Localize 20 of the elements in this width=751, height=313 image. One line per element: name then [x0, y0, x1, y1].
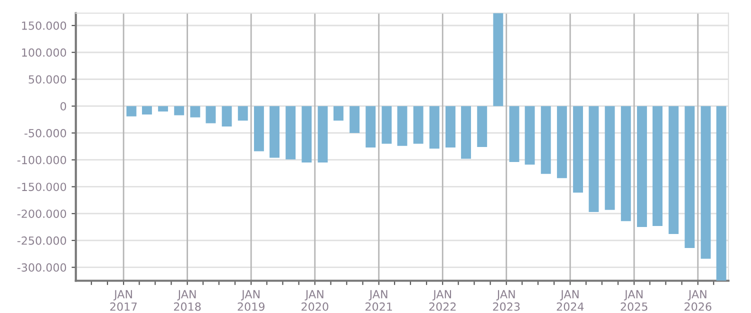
x-tick-label: JAN 2026 [684, 290, 712, 311]
y-tick-label: 50.000 [28, 75, 66, 84]
y-tick-label: -50.000 [24, 128, 66, 138]
x-tick-label: JAN 2019 [238, 290, 264, 311]
y-tick-label: -100.000 [17, 156, 66, 164]
x-tick-label: JAN 2025 [620, 290, 648, 311]
y-tick-label: 0 [60, 102, 66, 110]
x-tick-label: JAN 2017 [110, 290, 137, 311]
x-tick-label: JAN 2020 [302, 290, 328, 311]
x-tick-label: JAN 2022 [429, 290, 456, 311]
x-tick-label: JAN 2023 [493, 290, 520, 311]
y-tick-label: 100.000 [22, 48, 66, 57]
x-tick-label: JAN 2018 [174, 290, 201, 311]
x-tick-label: JAN 2024 [556, 290, 584, 311]
y-tick-label: -150.000 [17, 182, 66, 192]
x-tick-label: JAN 2021 [366, 290, 392, 311]
y-tick-label: -200.000 [17, 210, 66, 218]
y-tick-label: -250.000 [17, 236, 66, 245]
y-tick-label: 150.000 [22, 21, 66, 30]
y-tick-label: -300.000 [17, 263, 66, 272]
